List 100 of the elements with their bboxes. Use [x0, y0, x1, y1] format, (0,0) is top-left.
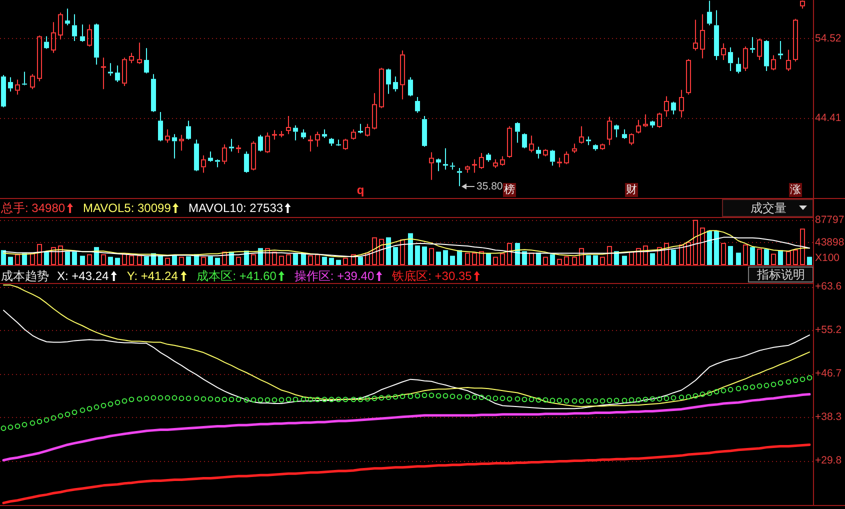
- candlestick: [572, 143, 577, 154]
- bar: [308, 255, 313, 265]
- y-tick-label: +55.2: [815, 324, 842, 336]
- bar: [664, 242, 669, 265]
- chart-title: 成交量: [750, 201, 786, 215]
- bar: [800, 228, 805, 265]
- bar: [58, 246, 63, 265]
- bar: [208, 256, 213, 265]
- bar: [764, 249, 769, 265]
- candlestick: [493, 158, 498, 169]
- bar: [65, 252, 70, 265]
- y-tick-label: 43898: [815, 236, 844, 248]
- candlestick: [158, 112, 163, 142]
- bar: [436, 252, 441, 265]
- bar: [714, 230, 719, 265]
- bar: [650, 253, 655, 265]
- candlestick: [457, 168, 462, 187]
- bar: [586, 255, 591, 265]
- line-series: [2, 443, 811, 504]
- bar: [322, 256, 327, 265]
- candlestick: [165, 128, 170, 144]
- candlestick: [308, 135, 313, 152]
- legend-label: MAVOL5: 30099: [83, 201, 172, 215]
- bar: [408, 233, 413, 265]
- bar: [493, 256, 498, 265]
- candlestick: [607, 116, 612, 146]
- bar: [700, 228, 705, 265]
- candlestick: [786, 49, 791, 72]
- candlestick: [222, 144, 227, 165]
- candlestick: [129, 52, 134, 64]
- bar: [564, 256, 569, 265]
- bar: [614, 251, 619, 265]
- candlestick: [37, 35, 42, 82]
- candlestick: [358, 123, 363, 134]
- bar: [44, 252, 49, 265]
- bar: [750, 247, 755, 265]
- candlestick: [550, 149, 555, 166]
- bar: [507, 242, 512, 265]
- candlestick: [229, 138, 234, 152]
- candlestick: [714, 10, 719, 60]
- bar: [443, 250, 448, 265]
- legend-label: Y: +41.24: [126, 269, 178, 283]
- candlestick: [244, 150, 249, 174]
- candlestick: [400, 50, 405, 100]
- bar: [265, 248, 270, 265]
- legend-label: 总手: 34980: [0, 201, 66, 215]
- candlestick: [336, 139, 341, 146]
- bar: [186, 256, 191, 265]
- bar: [30, 253, 35, 265]
- bar: [329, 258, 334, 265]
- bar: [450, 256, 455, 265]
- bar: [365, 252, 370, 265]
- candlestick: [115, 64, 120, 83]
- bar: [793, 250, 798, 265]
- candlestick: [650, 120, 655, 128]
- bar: [87, 254, 92, 265]
- candlestick: [215, 158, 220, 168]
- line-series: [3, 230, 810, 258]
- bar: [657, 247, 662, 265]
- bar: [543, 256, 548, 265]
- candlestick: [700, 14, 705, 59]
- candlestick: [286, 115, 291, 135]
- candlestick: [771, 54, 776, 71]
- candlestick: [664, 96, 669, 118]
- candlestick: [315, 131, 320, 148]
- candlestick: [186, 120, 191, 140]
- bar: [771, 254, 776, 265]
- y-tick-label: +29.8: [815, 454, 842, 467]
- bar: [736, 252, 741, 265]
- bar: [372, 237, 377, 265]
- bar: [679, 244, 684, 265]
- bar: [101, 254, 106, 265]
- candlestick: [529, 135, 534, 153]
- line-series: [3, 310, 810, 410]
- bar: [757, 248, 762, 265]
- candlestick: [415, 96, 420, 114]
- bar: [358, 256, 363, 265]
- bar: [807, 256, 812, 265]
- candlestick: [429, 152, 434, 180]
- bar: [550, 254, 555, 265]
- bar: [529, 252, 534, 265]
- legend-label: 成本区: +41.60: [196, 269, 277, 283]
- bar: [415, 246, 420, 265]
- annotation: 35.80: [476, 180, 503, 192]
- candlestick: [1, 74, 6, 108]
- bar: [429, 248, 434, 265]
- candlestick: [657, 112, 662, 128]
- bar: [386, 237, 391, 265]
- bar: [743, 244, 748, 265]
- candlestick: [80, 24, 85, 42]
- bar: [80, 256, 85, 265]
- bar: [137, 255, 142, 265]
- candlestick: [365, 123, 370, 137]
- bar: [72, 252, 77, 265]
- candlestick: [536, 146, 541, 160]
- candlestick: [486, 152, 491, 162]
- candlestick: [179, 134, 184, 152]
- legend-label: 铁底区: +30.35: [391, 269, 472, 283]
- bar: [557, 258, 562, 265]
- bar: [286, 254, 291, 265]
